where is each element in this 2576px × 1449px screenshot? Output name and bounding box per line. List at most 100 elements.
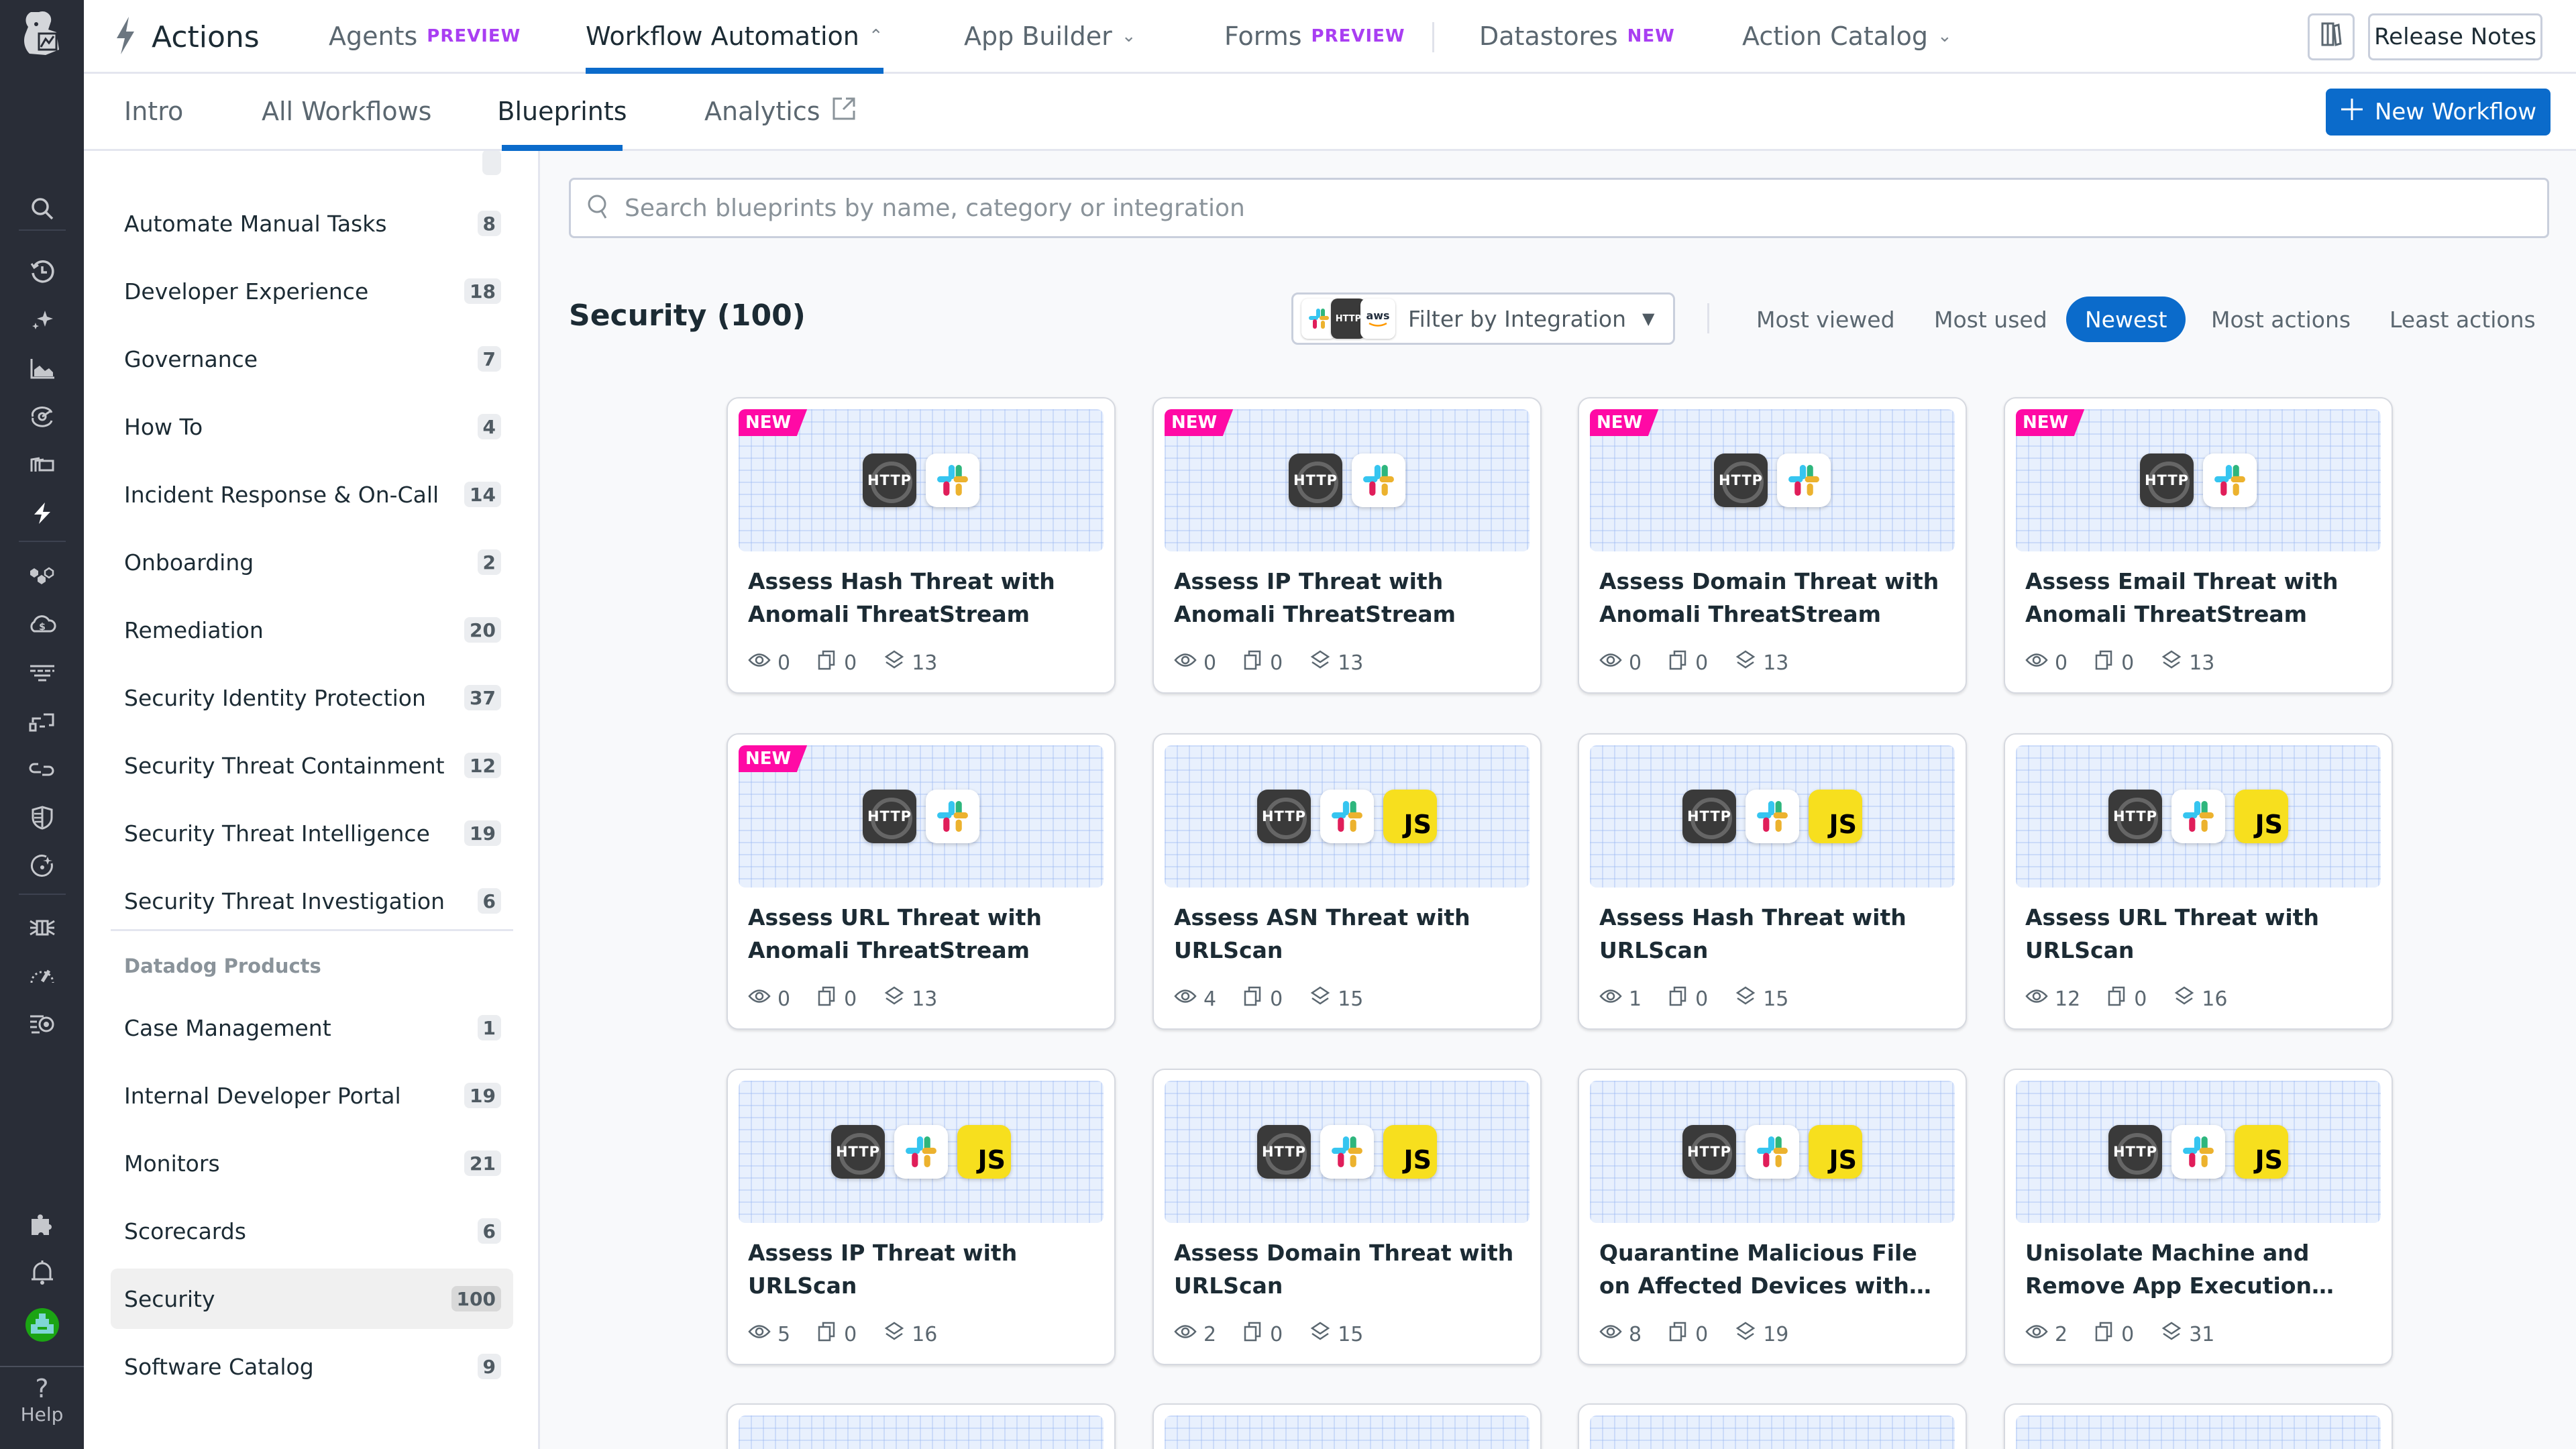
category-item[interactable]: Monitors 21 — [111, 1133, 513, 1193]
documentation-button[interactable] — [2308, 13, 2355, 60]
tab-all-workflows[interactable]: All Workflows — [262, 74, 431, 149]
category-count: 37 — [464, 685, 501, 710]
bug-icon[interactable] — [25, 911, 59, 945]
observability-pipelines-icon[interactable] — [25, 1006, 59, 1040]
actions-bolt-icon[interactable] — [25, 496, 59, 530]
tab-blueprints[interactable]: Blueprints — [497, 74, 627, 151]
nav-workflow-automation[interactable]: Workflow Automation ⌃ — [586, 0, 883, 74]
dashboard-chart-icon[interactable] — [25, 352, 59, 385]
app-brand[interactable]: Actions — [114, 15, 260, 59]
search-input[interactable] — [625, 194, 2436, 222]
layers-icon — [883, 649, 905, 676]
copy-icon — [2107, 985, 2127, 1012]
release-notes-button[interactable]: Release Notes — [2368, 13, 2542, 60]
nav-agents-label: Agents — [329, 21, 418, 51]
history-icon[interactable] — [25, 255, 59, 288]
slack-logo-icon — [1746, 1125, 1799, 1179]
stacks-icon[interactable] — [25, 448, 59, 482]
plugins-icon[interactable] — [25, 1208, 59, 1241]
sort-most-used[interactable]: Most used — [1934, 306, 2047, 333]
card-title: Assess Domain Threat with URLScan — [1174, 1240, 1514, 1299]
blueprint-card-partial[interactable] — [727, 1403, 1116, 1449]
user-avatar[interactable] — [25, 1308, 59, 1342]
actions-count: 19 — [1763, 1322, 1789, 1346]
category-item[interactable]: Security Threat Investigation 6 — [111, 871, 513, 931]
blueprint-card-partial[interactable] — [2004, 1403, 2393, 1449]
category-item[interactable]: Security Threat Intelligence 19 — [111, 803, 513, 863]
blueprint-card-partial[interactable] — [1578, 1403, 1967, 1449]
help-button[interactable]: ? Help — [0, 1374, 84, 1426]
nav-forms[interactable]: Forms PREVIEW — [1224, 0, 1405, 72]
tab-analytics[interactable]: Analytics — [704, 74, 857, 149]
new-workflow-button[interactable]: New Workflow — [2326, 89, 2551, 136]
category-item-partial[interactable] — [111, 151, 513, 193]
http-logo-icon: HTTP — [1289, 453, 1342, 507]
blueprint-card[interactable]: HTTP NEW Assess Hash Threat with Anomali T… — [727, 397, 1116, 694]
category-item[interactable]: Incident Response & On-Call 14 — [111, 464, 513, 525]
category-item[interactable]: Software Catalog 9 — [111, 1336, 513, 1397]
security-shield-icon[interactable] — [25, 801, 59, 835]
nav-agents[interactable]: Agents PREVIEW — [329, 0, 521, 72]
category-item[interactable]: Security Identity Protection 37 — [111, 667, 513, 728]
logs-icon[interactable] — [25, 656, 59, 690]
notifications-bell-icon[interactable] — [25, 1256, 59, 1289]
blueprint-card[interactable]: HTTP NEW Assess URL Threat with Anomali Th… — [727, 733, 1116, 1030]
views-count: 5 — [777, 1322, 791, 1346]
sparkle-icon[interactable] — [25, 303, 59, 337]
sort-newest[interactable]: Newest — [2066, 297, 2186, 342]
actions-bolt-icon — [114, 15, 137, 58]
category-item[interactable]: Developer Experience 18 — [111, 261, 513, 321]
category-item[interactable]: Governance 7 — [111, 329, 513, 389]
blueprint-card[interactable]: HTTP NEW Assess Domain Threat with Anomali… — [1578, 397, 1967, 694]
javascript-logo-icon: JS — [1809, 1125, 1862, 1179]
filter-by-integration-dropdown[interactable]: HTTP aws Filter by Integration ▼ — [1291, 292, 1675, 345]
blueprint-card[interactable]: HTTP JS Assess URL Threat with URLScan 12 0 1… — [2004, 733, 2393, 1030]
synthetics-gauge-icon[interactable] — [25, 959, 59, 993]
cloud-cost-icon[interactable]: $ — [25, 608, 59, 641]
category-item-selected[interactable]: Security 100 — [111, 1269, 513, 1329]
tab-intro[interactable]: Intro — [124, 74, 183, 149]
nav-datastores[interactable]: Datastores NEW — [1479, 0, 1675, 72]
card-stats: 0 0 13 — [1599, 649, 1788, 676]
category-item[interactable]: Case Management 1 — [111, 998, 513, 1058]
category-item[interactable]: Scorecards 6 — [111, 1201, 513, 1261]
blueprint-card-partial[interactable] — [1152, 1403, 1542, 1449]
category-item[interactable]: Internal Developer Portal 19 — [111, 1065, 513, 1126]
watchdog-icon[interactable] — [25, 849, 59, 883]
copies-stat: 0 — [817, 1321, 857, 1348]
copies-count: 0 — [1695, 651, 1709, 675]
datadog-logo-icon[interactable] — [19, 7, 66, 59]
eye-icon — [1599, 650, 1622, 676]
category-item[interactable]: Remediation 20 — [111, 600, 513, 660]
sort-most-viewed[interactable]: Most viewed — [1756, 306, 1895, 333]
integrations-link-icon[interactable] — [25, 753, 59, 786]
sort-most-actions[interactable]: Most actions — [2211, 306, 2351, 333]
apm-icon[interactable] — [25, 704, 59, 738]
sort-least-actions[interactable]: Least actions — [2390, 306, 2536, 333]
category-item[interactable]: How To 4 — [111, 396, 513, 457]
http-logo-icon: HTTP — [2108, 790, 2162, 843]
copy-icon — [1243, 1321, 1263, 1348]
blueprint-card[interactable]: HTTP JS Quarantine Malicious File on Affec… — [1578, 1069, 1967, 1365]
category-item[interactable]: Security Threat Containment 12 — [111, 735, 513, 796]
nav-app-builder[interactable]: App Builder ⌄ — [964, 0, 1136, 72]
card-thumbnail: HTTP — [1590, 409, 1955, 551]
infrastructure-icon[interactable] — [25, 559, 59, 593]
slack-logo-icon — [926, 453, 979, 507]
category-item[interactable]: Onboarding 2 — [111, 532, 513, 592]
category-item[interactable]: Automate Manual Tasks 8 — [111, 193, 513, 254]
actions-stat: 13 — [1735, 649, 1788, 676]
card-title: Assess URL Threat with URLScan — [2025, 904, 2319, 963]
search-icon[interactable] — [25, 192, 59, 225]
blueprint-card[interactable]: HTTP JS Assess ASN Threat with URLScan 4 0 15 — [1152, 733, 1542, 1030]
blueprint-card[interactable]: HTTP JS Unisolate Machine and Remove App E… — [2004, 1069, 2393, 1365]
radar-icon[interactable] — [25, 400, 59, 433]
blueprint-card[interactable]: HTTP JS Assess IP Threat with URLScan 5 0 16 — [727, 1069, 1116, 1365]
search-blueprints-field[interactable] — [569, 178, 2549, 238]
blueprint-card[interactable]: HTTP NEW Assess IP Threat with Anomali Thr… — [1152, 397, 1542, 694]
blueprint-card[interactable]: HTTP NEW Assess Email Threat with Anomali … — [2004, 397, 2393, 694]
blueprint-card[interactable]: HTTP JS Assess Hash Threat with URLScan 1 0 1… — [1578, 733, 1967, 1030]
blueprint-card[interactable]: HTTP JS Assess Domain Threat with URLScan 2… — [1152, 1069, 1542, 1365]
eye-icon — [1174, 1322, 1197, 1347]
nav-action-catalog[interactable]: Action Catalog ⌄ — [1742, 0, 1952, 72]
